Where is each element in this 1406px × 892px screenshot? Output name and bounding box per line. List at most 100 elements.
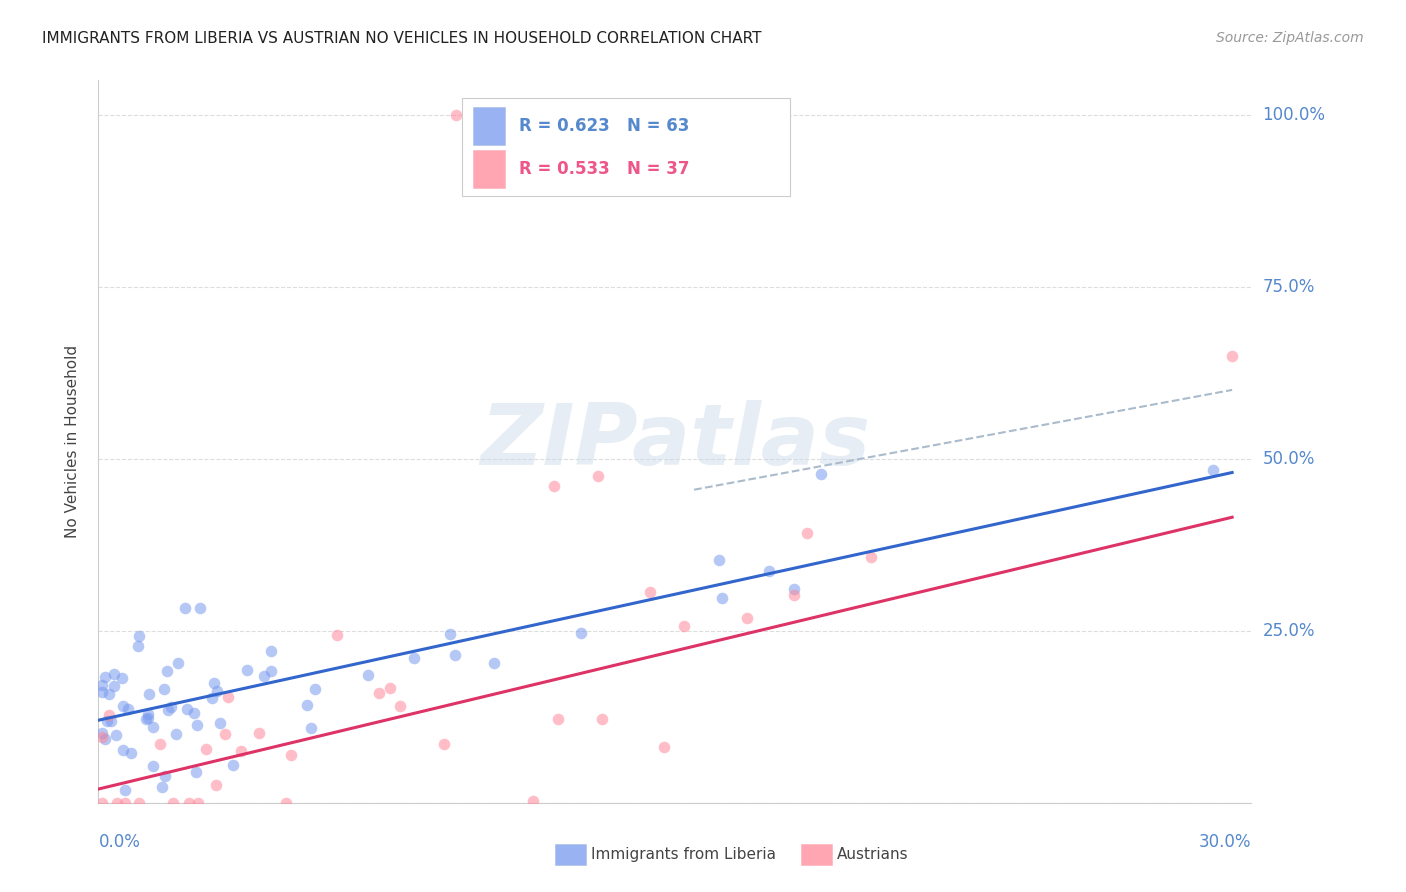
Text: R = 0.623   N = 63: R = 0.623 N = 63 xyxy=(519,117,689,135)
Point xyxy=(591,712,613,726)
Point xyxy=(357,668,380,682)
Y-axis label: No Vehicles in Household: No Vehicles in Household xyxy=(65,345,80,538)
Point xyxy=(295,698,318,713)
Point xyxy=(153,681,176,696)
Point xyxy=(810,467,832,481)
Text: IMMIGRANTS FROM LIBERIA VS AUSTRIAN NO VEHICLES IN HOUSEHOLD CORRELATION CHART: IMMIGRANTS FROM LIBERIA VS AUSTRIAN NO V… xyxy=(42,31,762,46)
Point xyxy=(162,796,184,810)
Text: Austrians: Austrians xyxy=(837,847,908,862)
Point xyxy=(1202,463,1225,477)
Point xyxy=(97,707,120,722)
Point xyxy=(184,764,207,779)
Point xyxy=(586,469,609,483)
Point xyxy=(444,648,467,662)
Point xyxy=(547,712,569,726)
Point xyxy=(260,664,283,678)
Point xyxy=(167,657,190,671)
Point xyxy=(222,758,245,772)
Point xyxy=(205,778,228,792)
Point xyxy=(142,720,165,734)
FancyBboxPatch shape xyxy=(461,98,790,196)
Text: 75.0%: 75.0% xyxy=(1263,277,1315,296)
Point xyxy=(179,796,201,810)
Point xyxy=(640,584,662,599)
Text: Source: ZipAtlas.com: Source: ZipAtlas.com xyxy=(1216,31,1364,45)
Point xyxy=(672,618,695,632)
Point xyxy=(783,582,806,596)
Point xyxy=(103,667,125,681)
Point xyxy=(735,611,758,625)
Point xyxy=(187,796,209,810)
Point xyxy=(378,681,401,696)
Bar xyxy=(472,107,505,145)
Point xyxy=(183,706,205,721)
Point xyxy=(156,702,179,716)
Point xyxy=(127,639,149,653)
Point xyxy=(217,690,239,705)
Point xyxy=(176,702,198,716)
Point xyxy=(114,796,136,810)
Point xyxy=(202,676,225,690)
Point xyxy=(98,688,121,702)
Point xyxy=(758,564,780,578)
Text: 30.0%: 30.0% xyxy=(1199,833,1251,851)
Text: Immigrants from Liberia: Immigrants from Liberia xyxy=(591,847,776,862)
Point xyxy=(91,726,114,740)
Point xyxy=(135,712,157,726)
Point xyxy=(388,699,411,714)
Point xyxy=(280,748,302,763)
Point xyxy=(194,742,217,756)
Point xyxy=(91,731,114,745)
Text: 25.0%: 25.0% xyxy=(1263,622,1315,640)
Point xyxy=(569,626,592,640)
Point xyxy=(652,739,675,754)
Point xyxy=(105,728,128,742)
Point xyxy=(707,553,730,567)
Point xyxy=(128,796,150,810)
Point xyxy=(114,783,136,797)
Point xyxy=(136,711,159,725)
Point xyxy=(138,687,160,701)
Bar xyxy=(472,151,505,188)
Point xyxy=(91,678,114,692)
Point xyxy=(205,684,228,698)
Point xyxy=(91,796,114,810)
Point xyxy=(150,780,173,795)
Point xyxy=(247,725,270,739)
Text: R = 0.533   N = 37: R = 0.533 N = 37 xyxy=(519,161,690,178)
Point xyxy=(304,681,326,696)
Point xyxy=(128,629,150,643)
Point xyxy=(326,628,349,642)
Text: 50.0%: 50.0% xyxy=(1263,450,1315,467)
Point xyxy=(96,714,118,728)
Point xyxy=(111,671,134,685)
Point xyxy=(710,591,733,606)
Point xyxy=(94,731,117,746)
Point xyxy=(484,656,506,670)
Point xyxy=(111,743,134,757)
Point xyxy=(859,549,882,564)
Point xyxy=(186,718,208,732)
Point xyxy=(149,737,172,751)
Point xyxy=(117,702,139,716)
Point xyxy=(236,664,259,678)
Point xyxy=(105,796,128,810)
Point xyxy=(209,715,232,730)
Point xyxy=(112,698,135,713)
Point xyxy=(276,796,298,810)
Point xyxy=(299,722,322,736)
Point xyxy=(543,479,565,493)
Point xyxy=(260,644,283,658)
Point xyxy=(433,737,456,751)
Point xyxy=(120,746,142,760)
Point xyxy=(444,108,467,122)
Point xyxy=(103,679,125,693)
Point xyxy=(522,794,544,808)
Text: 100.0%: 100.0% xyxy=(1263,105,1326,124)
Point xyxy=(136,707,159,722)
Point xyxy=(439,626,461,640)
Point xyxy=(160,700,183,714)
Text: 0.0%: 0.0% xyxy=(98,833,141,851)
Point xyxy=(368,685,391,699)
Text: ZIPatlas: ZIPatlas xyxy=(479,400,870,483)
